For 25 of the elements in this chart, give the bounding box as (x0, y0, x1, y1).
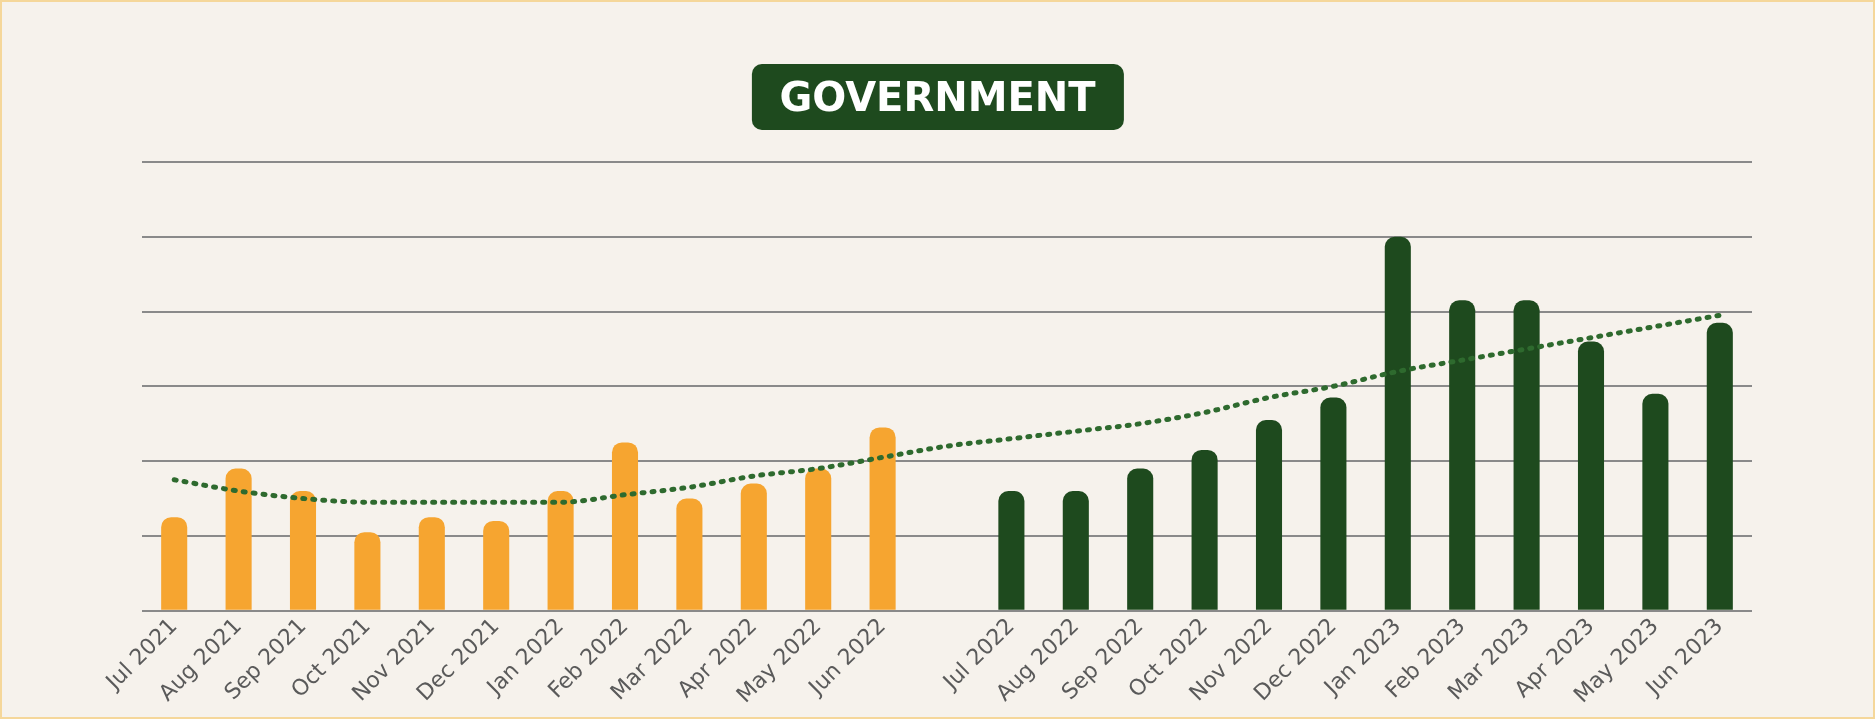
bar (1062, 491, 1089, 610)
bar (805, 468, 832, 610)
bar (676, 498, 703, 610)
bar (1384, 236, 1411, 610)
bar (1513, 300, 1540, 610)
bar (1706, 322, 1733, 610)
bar (225, 468, 252, 610)
bar (289, 491, 317, 610)
bar (1127, 468, 1154, 610)
bar (1255, 419, 1283, 610)
bar (1320, 397, 1347, 610)
bar (547, 491, 574, 610)
bar (1642, 393, 1669, 610)
bar (418, 517, 445, 610)
bar (1191, 449, 1218, 610)
bar (611, 442, 639, 610)
chart-title: GOVERNMENT (751, 64, 1124, 130)
bar (998, 491, 1025, 610)
bar (354, 532, 381, 610)
bar (1577, 341, 1605, 610)
bar (1449, 300, 1476, 610)
bar (869, 427, 896, 610)
bar (740, 483, 767, 610)
bar (161, 517, 188, 610)
bar (483, 520, 510, 610)
